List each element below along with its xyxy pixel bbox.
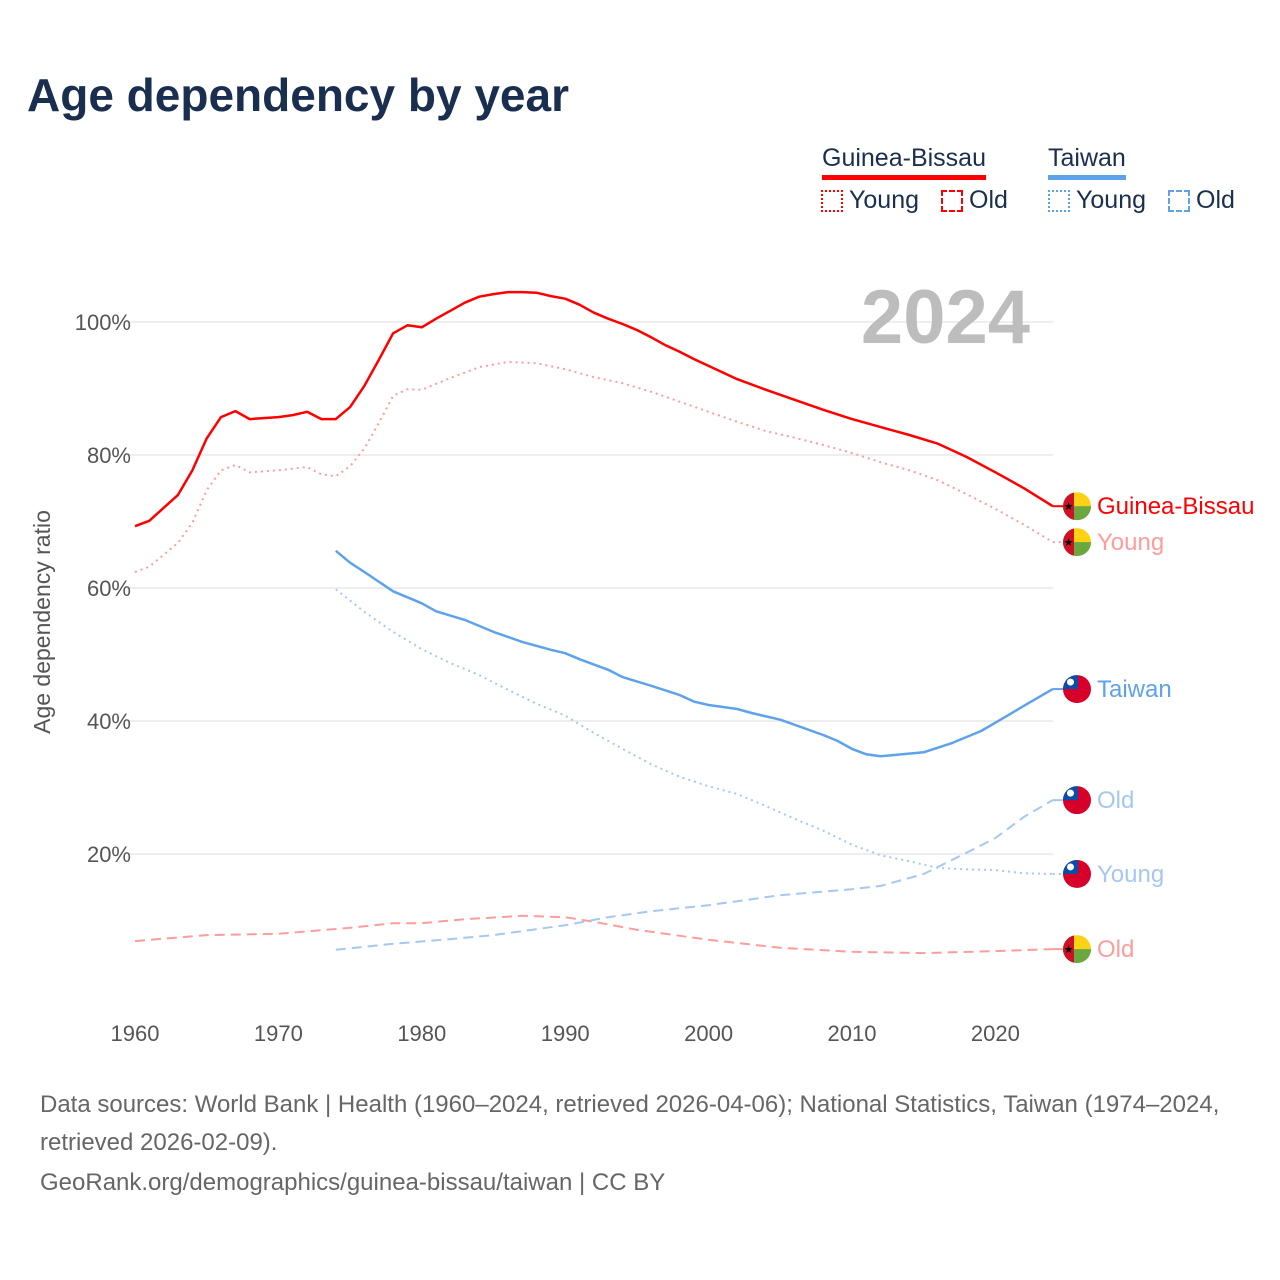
series-line-taiwan-old [335,799,1054,951]
guinea-bissau-flag-icon: ★ [1063,528,1091,557]
svg-text:★: ★ [1064,501,1074,513]
y-tick-label: 40% [87,709,131,734]
end-label-guinea-bissau-young: ★ Young [1052,528,1164,557]
end-label-text: Taiwan [1097,676,1172,703]
x-tick-label: 1960 [111,1021,160,1046]
y-axis-label: Age dependency ratio [29,510,55,734]
end-label-guinea-bissau-old: ★ Old [1052,935,1134,964]
end-label-text: Old [1097,936,1134,963]
dotted-swatch-icon [821,189,843,212]
legend-label: Young [1076,186,1146,214]
x-tick-label: 2000 [684,1021,733,1046]
y-tick-label: 80% [87,443,131,468]
legend-taiwan-old[interactable]: Old [1168,186,1235,215]
series-line-taiwan [335,549,1054,758]
dotted-swatch-icon [1048,189,1070,212]
end-label-text: Young [1097,861,1164,888]
end-label-taiwan-old: Old [1052,786,1134,815]
x-tick-label: 1990 [541,1021,590,1046]
guinea-bissau-flag-icon: ★ [1063,492,1091,521]
end-label-guinea-bissau: ★ Guinea-Bissau [1052,492,1254,521]
end-label-text: Old [1097,787,1134,814]
dashed-swatch-icon [941,189,963,212]
y-tick-label: 60% [87,576,131,601]
credit-link[interactable]: GeoRank.org/demographics/guinea-bissau/t… [40,1169,666,1196]
guinea-bissau-flag-icon: ★ [1063,935,1091,964]
year-watermark: 2024 [861,275,1030,360]
legend-guinea-bissau-old[interactable]: Old [941,186,1008,215]
legend-taiwan-young[interactable]: Young [1048,186,1146,215]
end-label-text: Guinea-Bissau [1097,493,1254,520]
end-label-text: Young [1097,529,1164,556]
x-tick-label: 1970 [254,1021,303,1046]
taiwan-flag-icon [1063,859,1091,888]
svg-text:★: ★ [1064,944,1074,956]
legend-taiwan[interactable]: Taiwan [1048,144,1126,180]
dashed-swatch-icon [1168,189,1190,212]
taiwan-flag-icon [1063,675,1091,704]
line-chart: 20% 40% 60% 80% 100% 1960 1970 1980 1990 2000 2010… [29,275,1254,1046]
data-sources: Data sources: World Bank | Health (1960–… [40,1091,1220,1156]
y-tick-label: 100% [75,310,131,335]
legend-guinea-bissau[interactable]: Guinea-Bissau [822,144,986,180]
series-line-guinea-bissau-young [134,360,1054,573]
legend-label: Old [1196,186,1235,214]
legend-label: Old [969,186,1008,214]
x-tick-label: 2010 [828,1021,877,1046]
end-label-taiwan: Taiwan [1052,675,1172,704]
x-tick-label: 1980 [397,1021,446,1046]
svg-text:★: ★ [1064,537,1074,549]
series-line-taiwan-young [335,588,1053,875]
taiwan-flag-icon [1063,786,1091,815]
chart-title: Age dependency by year [27,69,569,121]
series-line-guinea-bissau [134,290,1054,528]
series-line-guinea-bissau-old [134,914,1053,955]
legend-label: Young [849,186,919,214]
legend-guinea-bissau-young[interactable]: Young [821,186,919,215]
end-label-taiwan-young: Young [1052,859,1164,888]
x-tick-label: 2020 [971,1021,1020,1046]
y-tick-label: 20% [87,842,131,867]
